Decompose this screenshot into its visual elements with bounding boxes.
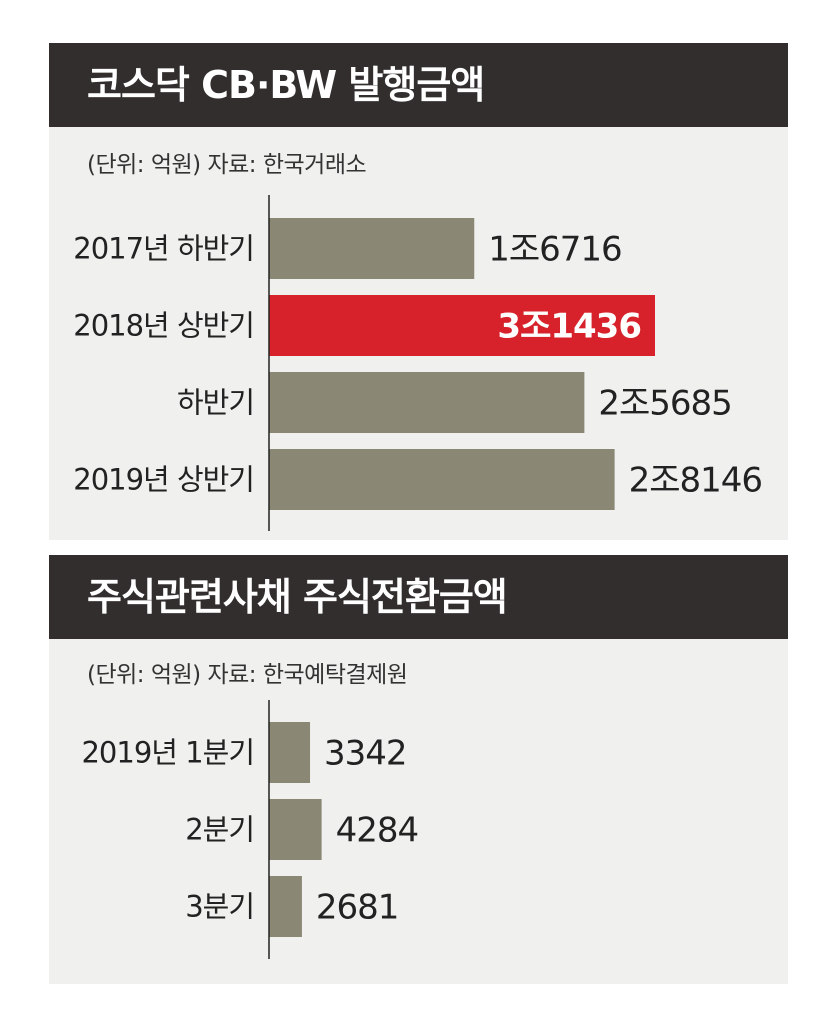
conversion-amount-chart: 2019년 1분기 3342 2분기 4284 3분기 2681 bbox=[81, 700, 419, 959]
chart-title: 코스닥 CB·BW 발행금액 bbox=[49, 43, 788, 127]
value-label: 4284 bbox=[336, 811, 419, 851]
category-label: 2018년 상반기 bbox=[73, 309, 254, 343]
value-label: 2조8146 bbox=[629, 461, 762, 501]
cb-bw-issuance-chart: 2017년 하반기 1조6716 2018년 상반기 3조1436 하반기 2조5685 2… bbox=[73, 195, 763, 531]
category-label: 2017년 하반기 bbox=[73, 232, 254, 266]
chart-title: 주식관련사채 주식전환금액 bbox=[49, 555, 788, 639]
category-label: 2019년 1분기 bbox=[81, 736, 254, 770]
bar-1 bbox=[269, 722, 311, 783]
category-label: 3분기 bbox=[185, 890, 254, 924]
category-label: 2분기 bbox=[185, 813, 254, 847]
value-label: 2681 bbox=[316, 888, 399, 928]
value-label: 3342 bbox=[324, 734, 407, 774]
value-label: 1조6716 bbox=[488, 230, 621, 270]
value-label: 2조5685 bbox=[598, 384, 731, 424]
conversion-amount-panel: 주식관련사채 주식전환금액 (단위: 억원) 자료: 한국예탁결제원 2019년… bbox=[49, 555, 788, 984]
bar-2 bbox=[269, 799, 322, 860]
category-label: 2019년 상반기 bbox=[73, 463, 254, 497]
unit-source-note: (단위: 억원) 자료: 한국예탁결제원 bbox=[87, 662, 408, 688]
bar-1 bbox=[269, 218, 475, 279]
bar-3 bbox=[269, 372, 585, 433]
unit-source-note: (단위: 억원) 자료: 한국거래소 bbox=[87, 152, 367, 178]
category-label: 하반기 bbox=[177, 386, 254, 420]
cb-bw-issuance-panel: 코스닥 CB·BW 발행금액 (단위: 억원) 자료: 한국거래소 2017년 … bbox=[49, 43, 788, 540]
bar-2 bbox=[269, 295, 655, 356]
bar-3 bbox=[269, 876, 302, 937]
bar-4 bbox=[269, 449, 615, 510]
value-label: 3조1436 bbox=[497, 307, 641, 347]
